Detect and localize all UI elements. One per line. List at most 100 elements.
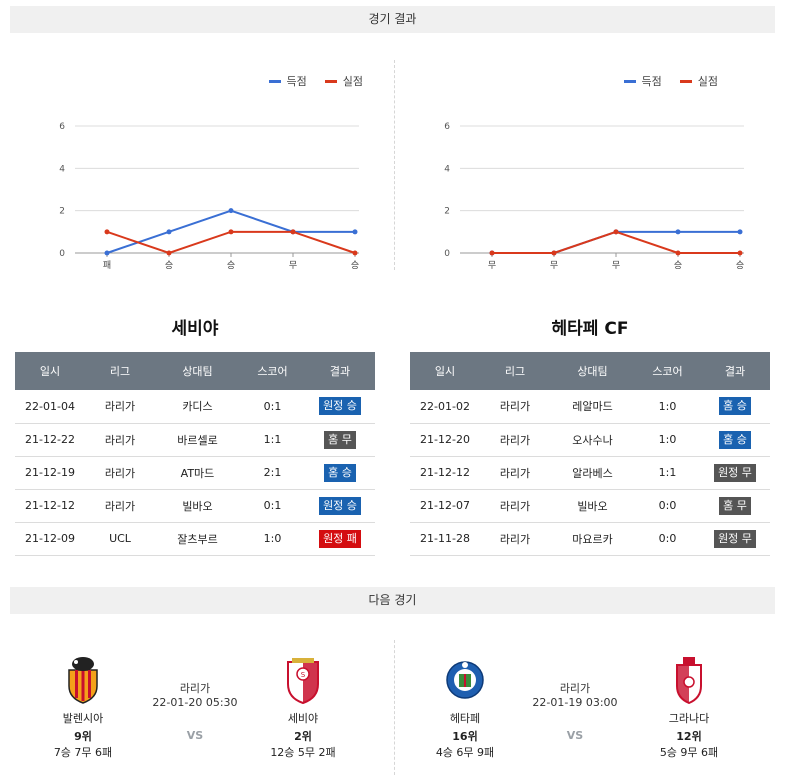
chart-sevilla: 0 2 4 6 패 승 승 무 승 [59,122,359,271]
data-point-scored [166,229,172,235]
cell-result: 홈 무 [700,489,770,523]
result-badge: 원정 승 [319,397,361,416]
cell-score: 2:1 [240,456,305,490]
cell-opponent: 레알마드 [550,390,635,424]
chart-legend: 득점 실점 [268,73,363,89]
home-club-rank: 9위 [74,730,92,743]
match-datetime: 22-01-20 05:30 [152,696,238,709]
data-point-scored [737,229,743,235]
match-divider [394,640,395,775]
cell-result: 홈 승 [700,390,770,424]
result-badge: 원정 무 [714,463,756,482]
y-tick-label: 4 [59,164,65,174]
col-header-league: 리그 [480,352,550,390]
y-tick-label: 6 [59,122,65,132]
vs-label: VS [186,729,204,742]
result-badge: 홈 무 [324,430,356,449]
team-title-getafe: 헤타페 CF [551,319,629,339]
legend-swatch-conceded [679,79,692,83]
svg-text:S: S [301,671,306,679]
col-header-opponent: 상대팀 [155,352,240,390]
data-point-scored [675,229,681,235]
home-club-rank: 16위 [452,730,478,743]
cell-league: 라리가 [480,489,550,523]
chart-panel-getafe: 득점 실점 0 2 4 6 무 무 무 승 승 [410,55,750,285]
table-header-row: 일시 리그 상대팀 스코어 결과 [410,352,770,390]
data-point-conceded [104,229,110,235]
y-tick-label: 2 [59,207,65,217]
y-tick-label: 0 [59,249,65,259]
away-club-record: 5승 9무 6패 [659,746,719,759]
cell-result: 홈 승 [305,456,375,490]
legend-label-scored: 득점 [286,75,307,88]
y-tick-label: 0 [444,249,450,259]
table-row: 21-11-28 라리가 마요르카 0:0 원정 무 [410,522,770,556]
cell-score: 0:1 [240,489,305,523]
result-badge: 홈 승 [719,430,751,449]
vs-label: VS [566,729,584,742]
cell-score: 0:0 [635,489,700,523]
cell-league: UCL [85,522,155,556]
legend-swatch-conceded [324,79,337,83]
result-badge: 홈 무 [719,496,751,515]
cell-score: 0:1 [240,390,305,424]
match-info: 라리가 22-01-19 03:00 [510,680,640,709]
chart-divider [394,60,395,270]
away-club-rank: 12위 [676,730,702,743]
x-tick-label: 승 [736,260,744,271]
valencia-crest-icon [68,657,98,704]
getafe-crest-icon [446,661,484,699]
team-title-sevilla: 세비야 [171,319,219,339]
cell-score: 1:1 [240,423,305,457]
legend-swatch-scored [268,79,281,83]
data-point-conceded [489,250,495,256]
x-tick-label: 승 [674,260,682,271]
col-header-date: 일시 [410,352,480,390]
chart-getafe: 0 2 4 6 무 무 무 승 승 [444,122,744,271]
col-header-result: 결과 [305,352,375,390]
cell-league: 라리가 [480,522,550,556]
cell-league: 라리가 [85,390,155,424]
cell-opponent: 알라베스 [550,456,635,490]
legend-label-conceded: 실점 [342,75,363,88]
cell-league: 라리가 [85,423,155,457]
cell-result: 원정 무 [700,456,770,490]
result-badge: 홈 승 [719,397,751,416]
legend-item-conceded: 실점 [324,73,363,89]
data-point-conceded [290,229,296,235]
legend-item-scored: 득점 [623,73,662,89]
cell-date: 21-12-07 [410,489,480,523]
next-match-card: 발렌시아 9위 7승 7무 6패 라리가 22-01-20 05:30 VS S… [20,650,380,770]
home-club-record: 4승 6무 9패 [435,746,495,759]
col-header-league: 리그 [85,352,155,390]
x-tick-label: 승 [165,260,173,271]
cell-date: 21-12-09 [15,522,85,556]
cell-result: 원정 무 [700,522,770,556]
legend-item-scored: 득점 [268,73,307,89]
cell-score: 0:0 [635,522,700,556]
next-match-card: 헤타페 16위 4승 6무 9패 라리가 22-01-19 03:00 VS 그… [410,650,770,770]
table-row: 21-12-19 라리가 AT마드 2:1 홈 승 [15,456,375,490]
cell-score: 1:0 [635,423,700,457]
x-tick-label: 무 [550,260,558,271]
table-row: 21-12-22 라리가 바르셀로 1:1 홈 무 [15,423,375,457]
chart-panel-sevilla: 득점 실점 0 2 4 6 패 승 승 무 승 [25,55,365,285]
results-table-getafe: 일시 리그 상대팀 스코어 결과 22-01-02 라리가 레알마드 1:0 홈 승 21… [410,352,770,556]
legend-swatch-scored [623,79,636,83]
cell-opponent: AT마드 [155,456,240,490]
cell-result: 원정 패 [305,522,375,556]
home-club-record: 7승 7무 6패 [53,746,113,759]
data-point-conceded [166,250,172,256]
cell-date: 21-12-12 [15,489,85,523]
table-row: 21-12-12 라리가 알라베스 1:1 원정 무 [410,456,770,490]
cell-opponent: 바르셀로 [155,423,240,457]
match-league: 라리가 [559,682,591,695]
chart-legend: 득점 실점 [623,73,718,89]
cell-result: 원정 승 [305,390,375,424]
cell-date: 22-01-04 [15,390,85,424]
series-line-scored [492,230,740,254]
cell-opponent: 마요르카 [550,522,635,556]
away-club-name: 세비야 [287,712,319,725]
away-club-rank: 2위 [294,730,312,743]
cell-result: 홈 무 [305,423,375,457]
